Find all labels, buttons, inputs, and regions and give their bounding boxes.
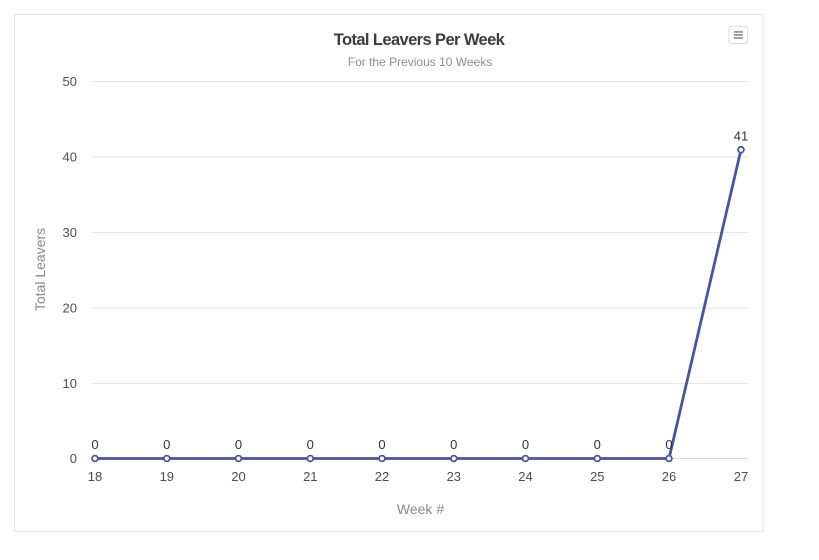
svg-text:19: 19 bbox=[160, 469, 174, 484]
svg-text:18: 18 bbox=[88, 469, 102, 484]
svg-text:41: 41 bbox=[734, 129, 748, 144]
svg-text:20: 20 bbox=[63, 301, 77, 316]
svg-text:26: 26 bbox=[662, 469, 676, 484]
svg-text:0: 0 bbox=[70, 451, 77, 466]
svg-text:27: 27 bbox=[734, 469, 748, 484]
svg-text:0: 0 bbox=[163, 437, 170, 452]
svg-text:40: 40 bbox=[63, 150, 77, 165]
svg-text:23: 23 bbox=[447, 469, 461, 484]
svg-text:20: 20 bbox=[231, 469, 245, 484]
svg-text:0: 0 bbox=[235, 437, 242, 452]
svg-text:24: 24 bbox=[518, 469, 532, 484]
svg-text:0: 0 bbox=[450, 437, 457, 452]
svg-text:Total Leavers Per Week: Total Leavers Per Week bbox=[334, 31, 506, 49]
svg-text:0: 0 bbox=[522, 437, 529, 452]
svg-text:50: 50 bbox=[63, 74, 77, 89]
svg-text:0: 0 bbox=[307, 437, 314, 452]
svg-text:0: 0 bbox=[91, 437, 98, 452]
svg-text:For the Previous 10 Weeks: For the Previous 10 Weeks bbox=[348, 55, 493, 69]
svg-text:30: 30 bbox=[63, 225, 77, 240]
svg-text:0: 0 bbox=[665, 437, 672, 452]
svg-text:25: 25 bbox=[590, 469, 604, 484]
svg-text:Week #: Week # bbox=[397, 501, 444, 517]
svg-text:Total Leavers: Total Leavers bbox=[32, 228, 48, 311]
svg-text:0: 0 bbox=[594, 437, 601, 452]
svg-text:21: 21 bbox=[303, 469, 317, 484]
svg-text:0: 0 bbox=[378, 437, 385, 452]
svg-text:22: 22 bbox=[375, 469, 389, 484]
svg-text:10: 10 bbox=[63, 376, 77, 391]
